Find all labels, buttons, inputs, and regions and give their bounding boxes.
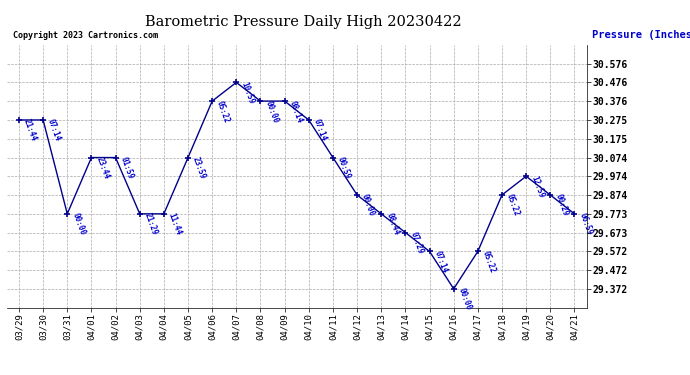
Text: 00:59: 00:59 xyxy=(336,156,352,180)
Text: Copyright 2023 Cartronics.com: Copyright 2023 Cartronics.com xyxy=(12,31,158,40)
Text: 08:14: 08:14 xyxy=(288,99,304,124)
Text: Barometric Pressure Daily High 20230422: Barometric Pressure Daily High 20230422 xyxy=(146,15,462,29)
Text: 05:22: 05:22 xyxy=(505,193,521,218)
Text: 00:00: 00:00 xyxy=(264,99,279,124)
Text: 00:00: 00:00 xyxy=(457,287,473,312)
Text: 21:29: 21:29 xyxy=(143,212,159,237)
Text: 05:22: 05:22 xyxy=(481,249,497,274)
Text: 07:14: 07:14 xyxy=(312,118,328,143)
Text: 07:14: 07:14 xyxy=(433,249,448,274)
Text: 00:00: 00:00 xyxy=(360,193,376,218)
Text: 08:44: 08:44 xyxy=(384,212,400,237)
Text: 01:59: 01:59 xyxy=(119,156,135,180)
Text: 07:29: 07:29 xyxy=(408,231,424,255)
Text: 06:59: 06:59 xyxy=(578,212,593,237)
Text: 00:29: 00:29 xyxy=(553,193,569,218)
Text: 23:44: 23:44 xyxy=(95,156,110,180)
Text: 00:00: 00:00 xyxy=(70,212,86,237)
Text: 11:44: 11:44 xyxy=(167,212,183,237)
Text: Pressure (Inches/Hg): Pressure (Inches/Hg) xyxy=(592,30,690,40)
Text: 05:22: 05:22 xyxy=(215,99,231,124)
Text: 07:14: 07:14 xyxy=(46,118,62,143)
Text: 12:59: 12:59 xyxy=(529,174,545,199)
Text: 10:59: 10:59 xyxy=(239,81,255,105)
Text: 23:59: 23:59 xyxy=(191,156,207,180)
Text: 21:44: 21:44 xyxy=(22,118,38,143)
